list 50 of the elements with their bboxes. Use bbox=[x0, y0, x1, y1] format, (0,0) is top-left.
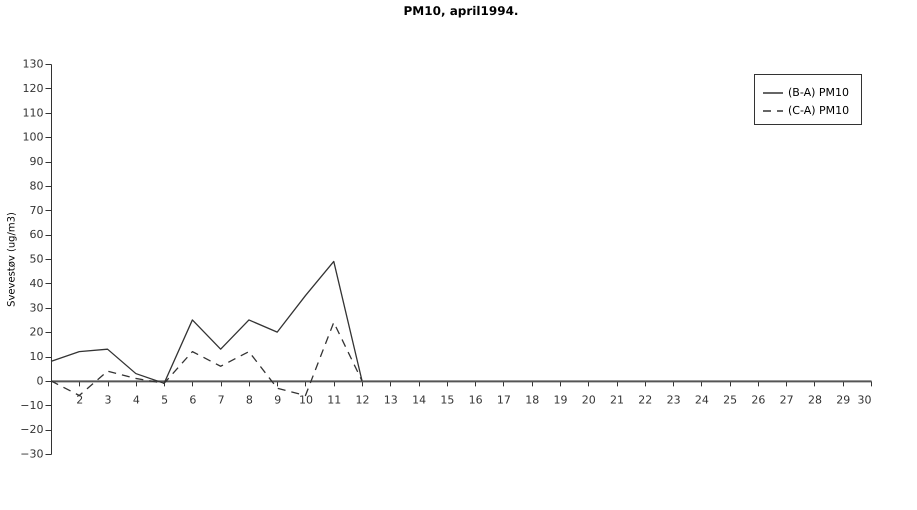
x-tick-label: 26 bbox=[751, 393, 766, 406]
x-tick-label: 4 bbox=[132, 393, 140, 406]
x-tick-label: 19 bbox=[553, 393, 568, 406]
x-tick-label: 8 bbox=[246, 393, 253, 406]
x-tick-label: 18 bbox=[525, 393, 540, 406]
chart-title: PM10, april1994. bbox=[404, 4, 518, 18]
y-tick-label: 40 bbox=[30, 276, 44, 290]
x-tick-label: 3 bbox=[104, 393, 112, 406]
y-tick-label: −30 bbox=[20, 448, 44, 460]
x-tick-label: 28 bbox=[808, 393, 822, 406]
y-tick-label: 90 bbox=[30, 155, 44, 168]
y-tick-label: 100 bbox=[22, 130, 44, 144]
x-tick-label: 10 bbox=[298, 393, 313, 406]
x-tick-label: 29 bbox=[836, 393, 850, 406]
y-tick-label: 20 bbox=[30, 326, 44, 339]
x-tick-label: 14 bbox=[412, 393, 426, 406]
x-tick-label: 22 bbox=[638, 393, 652, 406]
x-tick-label: 15 bbox=[440, 393, 454, 406]
y-tick-label: 110 bbox=[22, 106, 44, 120]
x-tick-label: 5 bbox=[161, 393, 168, 406]
x-tick-label: 6 bbox=[189, 393, 196, 406]
x-tick-label: 27 bbox=[780, 393, 794, 406]
x-tick-label: 7 bbox=[218, 393, 225, 406]
x-tick-label: 2 bbox=[76, 393, 84, 406]
legend-label: (C-A) PM10 bbox=[788, 104, 850, 117]
y-tick-label: 80 bbox=[30, 179, 44, 192]
y-tick-label: 0 bbox=[36, 374, 44, 388]
y-tick-label: 10 bbox=[30, 350, 44, 363]
x-tick-label: 23 bbox=[666, 393, 681, 406]
y-axis-title: Svevestøv (ug/m3) bbox=[6, 212, 18, 307]
x-tick-label: 11 bbox=[327, 393, 342, 406]
y-tick-label: 60 bbox=[30, 228, 44, 242]
x-tick-label: 12 bbox=[356, 393, 370, 406]
x-tick-label: 13 bbox=[384, 393, 398, 406]
x-tick-label: 25 bbox=[723, 393, 738, 406]
y-tick-label: 30 bbox=[30, 301, 44, 314]
x-tick-label: 9 bbox=[274, 393, 282, 406]
x-tick-label: 24 bbox=[694, 393, 709, 406]
y-tick-label: 130 bbox=[22, 58, 44, 70]
y-tick-label: −10 bbox=[20, 398, 44, 412]
y-tick-label: 70 bbox=[30, 204, 44, 217]
y-tick-label: −20 bbox=[20, 423, 44, 436]
x-tick-label: 16 bbox=[468, 393, 483, 406]
x-tick-label: 21 bbox=[610, 393, 624, 406]
legend-label: (B-A) PM10 bbox=[788, 86, 849, 99]
y-tick-label: 50 bbox=[30, 252, 44, 266]
x-tick-label: 17 bbox=[496, 393, 511, 406]
x-tick-label: 30 bbox=[858, 393, 872, 406]
y-tick-label: 120 bbox=[22, 82, 44, 95]
x-tick-label: 20 bbox=[582, 393, 596, 406]
